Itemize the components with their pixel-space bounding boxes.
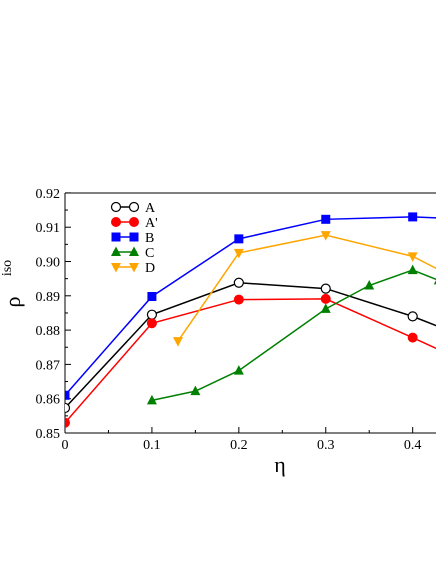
data-point bbox=[65, 402, 71, 414]
series-line bbox=[65, 282, 436, 409]
legend: AA'BCD bbox=[110, 201, 158, 276]
legend-entry: A bbox=[110, 201, 156, 216]
legend-entry: D bbox=[111, 261, 155, 276]
data-point bbox=[320, 283, 331, 294]
legend-marker bbox=[129, 263, 139, 273]
y-tick-label: 0.91 bbox=[36, 221, 61, 236]
y-tick-label: 0.86 bbox=[36, 393, 61, 408]
data-point bbox=[321, 214, 331, 224]
x-tick-label: 0 bbox=[62, 438, 69, 453]
data-point bbox=[146, 309, 158, 320]
legend-marker bbox=[129, 217, 139, 227]
y-tick-label: 0.88 bbox=[36, 324, 61, 339]
legend-label: A bbox=[145, 201, 156, 216]
legend-marker bbox=[111, 263, 121, 273]
series-line bbox=[151, 269, 436, 402]
data-point bbox=[233, 294, 244, 305]
y-tick-label: 0.85 bbox=[36, 427, 61, 442]
axis-ticks: 0 0.1 0.2 0.3 0.4 0.85 0.86 0.87 0.88 0.89 0.90 0.9… bbox=[36, 187, 422, 453]
legend-marker bbox=[111, 232, 121, 242]
legend-marker bbox=[110, 201, 122, 213]
data-point bbox=[364, 280, 375, 290]
series-layer bbox=[65, 212, 436, 428]
series-5 bbox=[172, 231, 436, 347]
legend-entry: C bbox=[111, 246, 154, 261]
data-point bbox=[234, 234, 244, 244]
x-tick-label: 0.4 bbox=[404, 438, 422, 453]
legend-label: D bbox=[145, 261, 155, 276]
series-line bbox=[65, 298, 436, 424]
data-point bbox=[233, 365, 244, 375]
data-point bbox=[407, 311, 418, 322]
legend-marker bbox=[111, 217, 121, 227]
data-point bbox=[407, 252, 418, 262]
data-point bbox=[172, 337, 183, 347]
data-point bbox=[407, 332, 418, 343]
data-point bbox=[233, 248, 244, 259]
y-axis-label-superscript: iso bbox=[0, 260, 15, 276]
series-3 bbox=[65, 212, 436, 400]
data-point bbox=[320, 303, 331, 313]
legend-marker bbox=[129, 232, 139, 242]
x-tick-label: 0.3 bbox=[317, 438, 335, 453]
data-point bbox=[190, 385, 201, 396]
legend-marker bbox=[128, 201, 140, 213]
y-tick-label: 0.92 bbox=[36, 187, 61, 202]
series-1 bbox=[65, 277, 436, 414]
legend-label: A' bbox=[145, 216, 158, 231]
y-tick-label: 0.87 bbox=[36, 358, 61, 373]
data-point bbox=[65, 390, 70, 400]
legend-entry: B bbox=[111, 231, 154, 246]
data-point bbox=[433, 280, 436, 285]
legend-marker bbox=[129, 246, 139, 256]
legend-label: B bbox=[145, 231, 154, 246]
series-4 bbox=[146, 264, 436, 405]
y-tick-label: 0.89 bbox=[36, 290, 61, 305]
data-point bbox=[408, 212, 418, 222]
data-point bbox=[320, 293, 331, 304]
legend-entry: A' bbox=[111, 216, 158, 231]
data-point bbox=[146, 394, 157, 405]
data-point bbox=[320, 231, 331, 241]
x-tick-label: 0.2 bbox=[230, 438, 248, 453]
plot-frame bbox=[64, 192, 436, 434]
data-point bbox=[233, 277, 244, 288]
legend-marker bbox=[111, 246, 121, 256]
data-point bbox=[407, 264, 418, 275]
y-axis-label: ρ bbox=[0, 296, 25, 307]
data-point bbox=[147, 291, 157, 301]
y-tick-label: 0.90 bbox=[36, 256, 61, 271]
x-axis-label: η bbox=[274, 452, 286, 477]
series-line bbox=[65, 216, 436, 396]
legend-label: C bbox=[145, 246, 154, 261]
data-point bbox=[65, 417, 70, 428]
x-tick-label: 0.1 bbox=[143, 438, 161, 453]
data-point bbox=[146, 318, 157, 329]
series-2 bbox=[65, 293, 436, 428]
